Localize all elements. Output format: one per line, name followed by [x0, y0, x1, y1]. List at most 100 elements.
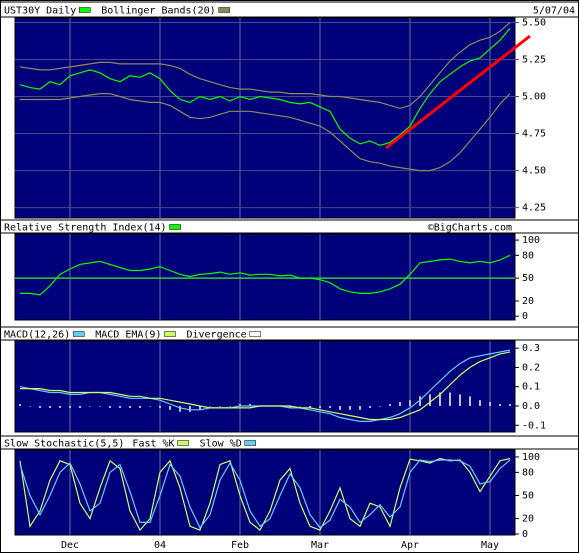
bar: [209, 405, 211, 407]
y-tick-label: 80: [522, 467, 534, 478]
x-tick-label: Apr: [401, 540, 419, 551]
bar: [299, 405, 301, 407]
legend-label: Fast %K: [132, 439, 174, 450]
plot-area: [14, 17, 516, 219]
bar: [489, 402, 491, 406]
bar: [69, 405, 71, 408]
bar: [99, 405, 101, 407]
bar: [219, 405, 221, 407]
legend-swatch: [218, 7, 230, 13]
series-line: [20, 351, 511, 421]
x-tick-label: Dec: [61, 540, 79, 551]
date-label: 5/07/04: [533, 6, 575, 17]
plot-area: [14, 340, 516, 433]
x-tick-label: May: [481, 540, 499, 551]
source-label: ©BigCharts.com: [428, 223, 512, 234]
y-tick-label: 0.0: [522, 401, 540, 412]
bar: [109, 405, 111, 408]
y-tick-label: 0.2: [522, 362, 540, 373]
y-tick-label: 80: [522, 250, 534, 261]
bar: [369, 405, 371, 408]
bar: [339, 405, 341, 410]
bar: [439, 392, 441, 406]
bar: [459, 394, 461, 406]
bar: [119, 405, 121, 408]
bar: [159, 405, 161, 408]
bar: [419, 396, 421, 406]
y-tick-label: -0.1: [522, 420, 546, 431]
bar: [19, 404, 21, 406]
bar: [509, 404, 511, 406]
y-tick-label: 20: [522, 514, 534, 525]
bar: [199, 405, 201, 410]
bar: [399, 402, 401, 406]
bar: [249, 404, 251, 406]
y-tick-label: 4.50: [522, 166, 546, 177]
y-tick-label: 5.25: [522, 54, 546, 65]
legend-label: Relative Strength Index(14): [4, 223, 167, 234]
bar: [79, 405, 81, 408]
legend-swatch: [177, 440, 189, 446]
series-line: [19, 21, 511, 110]
bar: [329, 405, 331, 408]
bar: [39, 405, 41, 408]
x-tick-label: Mar: [311, 540, 329, 551]
y-tick-label: 5.50: [522, 17, 546, 28]
series-line: [20, 254, 511, 296]
bar: [379, 405, 381, 407]
bar: [129, 405, 131, 408]
y-tick-label: 0: [522, 529, 528, 540]
legend-label: Divergence: [186, 330, 246, 341]
legend-label: Slow %D: [200, 439, 242, 450]
bar: [359, 405, 361, 410]
legend-swatch: [164, 331, 176, 337]
bar: [499, 404, 501, 406]
bar: [149, 405, 151, 407]
legend-label: MACD EMA(9): [95, 330, 161, 341]
y-tick-label: 4.75: [522, 129, 546, 140]
plot-area: [14, 233, 516, 321]
legend-swatch: [244, 440, 256, 446]
y-tick-label: 4.25: [522, 203, 546, 214]
y-tick-label: 5.00: [522, 92, 546, 103]
legend-swatch: [249, 331, 261, 337]
series-line: [19, 28, 511, 147]
y-tick-label: 50: [522, 273, 534, 284]
panel-title: Slow Stochastic(5,5): [4, 439, 124, 450]
bar: [189, 405, 191, 412]
bar: [169, 405, 171, 410]
bar: [309, 405, 311, 408]
bar: [479, 400, 481, 406]
series-line: [19, 459, 511, 529]
bar: [179, 405, 181, 412]
legend-swatch: [169, 224, 181, 230]
legend-swatch: [79, 7, 91, 13]
legend-swatch: [72, 331, 85, 337]
bar: [289, 405, 291, 408]
y-tick-label: 20: [522, 296, 534, 307]
y-tick-label: 50: [522, 490, 534, 501]
bar: [49, 405, 51, 408]
bar: [239, 404, 241, 406]
bar: [319, 405, 321, 408]
bar: [29, 405, 31, 407]
y-tick-label: 0.3: [522, 343, 540, 354]
bar: [469, 396, 471, 406]
trend-line: [385, 34, 531, 150]
bar: [59, 405, 61, 408]
y-tick-label: 100: [522, 235, 540, 246]
y-tick-label: 0: [522, 311, 528, 322]
bar: [409, 400, 411, 406]
bar: [349, 405, 351, 410]
legend-label: Bollinger Bands(20): [101, 6, 215, 17]
bar: [89, 405, 91, 407]
y-tick-label: 0.1: [522, 382, 540, 393]
bar: [449, 392, 451, 406]
series-line: [19, 457, 511, 532]
x-tick-label: Feb: [231, 540, 249, 551]
bar: [389, 404, 391, 406]
panel-header: [0, 326, 579, 341]
bar: [139, 405, 141, 408]
bar: [429, 394, 431, 406]
